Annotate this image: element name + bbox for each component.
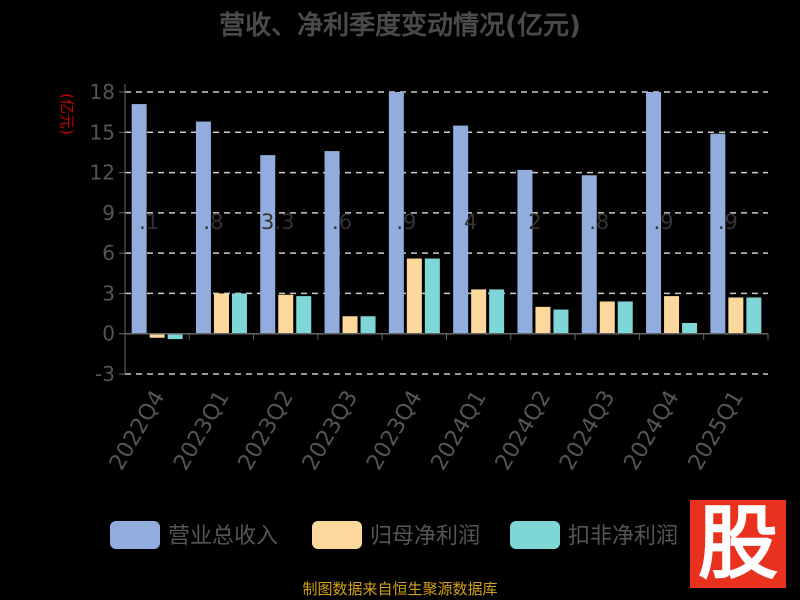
bar <box>278 294 294 334</box>
data-label: .9 <box>718 210 738 234</box>
bar <box>195 121 211 334</box>
data-label: .9 <box>396 210 416 234</box>
source-note: 制图数据来自恒生聚源数据库 <box>302 580 497 598</box>
brand-logo: 股 <box>690 500 786 588</box>
y-tick-label: 18 <box>90 80 115 104</box>
bar <box>517 169 533 334</box>
bar <box>231 293 247 334</box>
legend-swatch <box>312 521 362 549</box>
x-tick-label: 2024Q1 <box>427 387 492 475</box>
legend: 营业总收入 归母净利润 扣非净利润 <box>110 521 678 549</box>
legend-swatch <box>510 521 560 549</box>
y-axis-label: (亿元) <box>58 93 76 135</box>
y-tick-label: 3 <box>102 281 115 305</box>
bar <box>581 175 597 334</box>
data-label: .9 <box>654 210 674 234</box>
bar <box>664 296 680 334</box>
bar <box>324 151 340 334</box>
y-tick-label: 15 <box>90 120 115 144</box>
bar <box>406 258 422 334</box>
chart-title: 营收、净利季度变动情况(亿元) <box>219 10 581 41</box>
bar <box>260 155 276 334</box>
legend-label: 营业总收入 <box>168 524 278 549</box>
data-label: .6 <box>332 210 352 234</box>
bar <box>617 301 633 334</box>
x-tick-label: 2023Q3 <box>298 387 363 475</box>
y-tick-label: 0 <box>102 322 115 346</box>
data-label: 3.3 <box>261 210 294 234</box>
x-tick-label: 2024Q4 <box>619 387 684 475</box>
y-tick-label: 12 <box>90 161 115 185</box>
bar <box>342 316 358 334</box>
x-tick-label: 2022Q4 <box>105 387 170 475</box>
grid-lines <box>125 91 768 375</box>
bar <box>296 296 312 334</box>
legend-label: 归母净利润 <box>370 524 480 549</box>
x-tick-label: 2023Q4 <box>362 387 427 475</box>
bar <box>388 92 404 334</box>
data-label: .8 <box>589 210 609 234</box>
bar <box>746 297 762 334</box>
bar <box>728 297 744 334</box>
x-tick-label: 2024Q2 <box>491 387 556 475</box>
x-tick-label: 2023Q2 <box>234 387 299 475</box>
legend-label: 扣非净利润 <box>568 524 678 549</box>
y-tick-label: 9 <box>102 201 115 225</box>
data-labels: .1 .8 3.3 .6 .9 4 2 .8 .9 .9 <box>139 210 738 234</box>
y-tick-label: -3 <box>95 362 115 386</box>
data-label: 4 <box>464 210 477 234</box>
bar <box>360 316 376 334</box>
bar <box>167 333 183 340</box>
legend-swatch <box>110 521 160 549</box>
x-tick-label: 2023Q1 <box>169 387 234 475</box>
bar <box>553 309 569 334</box>
x-tick-label: 2024Q3 <box>555 387 620 475</box>
data-label: 2 <box>528 210 541 234</box>
bar <box>599 301 615 334</box>
bars <box>131 92 762 340</box>
bar <box>131 104 147 334</box>
logo-glyph: 股 <box>698 497 778 590</box>
data-label: .8 <box>203 210 223 234</box>
bar <box>213 293 229 334</box>
x-tick-label: 2025Q1 <box>684 387 749 475</box>
bar <box>646 92 662 334</box>
bar <box>710 133 726 334</box>
bar <box>424 258 440 334</box>
bar <box>471 289 487 334</box>
bar <box>149 333 165 338</box>
bar <box>682 322 698 334</box>
bar <box>489 289 505 334</box>
bar <box>453 125 469 334</box>
y-tick-label: 6 <box>102 241 115 265</box>
data-label: .1 <box>139 210 159 234</box>
bar <box>535 306 551 334</box>
